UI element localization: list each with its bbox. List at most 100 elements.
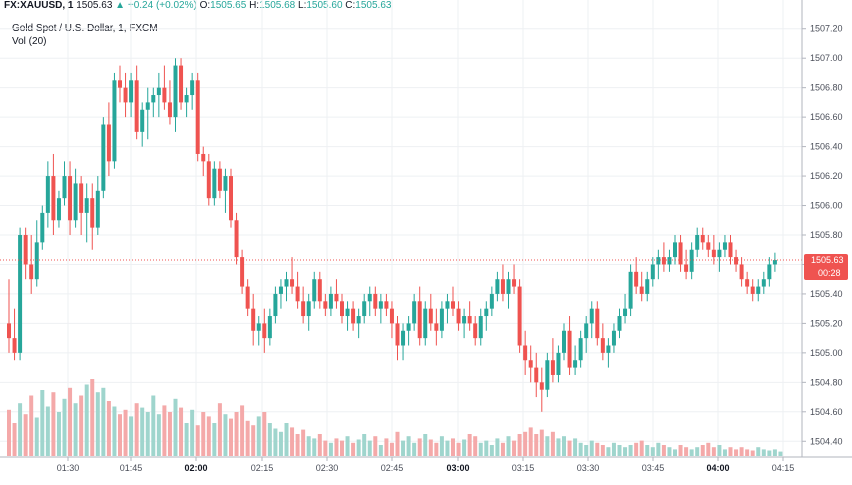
volume-bar [389, 442, 394, 456]
candle-body [512, 279, 517, 287]
volume-bar [412, 442, 417, 456]
candle-body [401, 330, 406, 346]
candle-body [451, 301, 455, 309]
volume-legend[interactable]: Vol (20) [12, 36, 47, 47]
time-tick-label: 01:45 [120, 463, 143, 473]
price-tick-label: 1507.20 [810, 24, 843, 34]
candle-body [584, 323, 589, 339]
volume-bar [51, 392, 56, 456]
volume-bar [684, 447, 689, 456]
low-label: L: [298, 0, 307, 11]
candle-body [589, 308, 594, 324]
candle-body [406, 323, 411, 331]
volume-bar [262, 412, 267, 456]
high-label: H: [249, 0, 260, 11]
volume-bar [123, 409, 128, 456]
candle-body [101, 124, 106, 191]
current-price-tag: 1505.63 00:28 [804, 254, 848, 281]
candle-body [151, 95, 156, 103]
volume-bar [395, 431, 400, 456]
candle-body [312, 279, 317, 302]
volume-bar [428, 439, 433, 456]
candle-body [306, 301, 311, 317]
volume-bar [451, 438, 455, 456]
candle-body [106, 124, 111, 162]
volume-bar [639, 440, 644, 456]
candle-body [456, 308, 461, 324]
volume-bar [517, 434, 522, 456]
candle-body [267, 316, 272, 339]
candle-body [739, 264, 744, 280]
candle-body [661, 257, 666, 265]
volume-bar [634, 442, 639, 456]
price-tick-label: 1504.60 [810, 407, 843, 417]
candle-body [156, 87, 161, 96]
price-change: +0.24 (+0.02%) [127, 0, 197, 11]
volume-bar [90, 379, 95, 456]
candle-body [90, 198, 95, 228]
volume-bar [567, 440, 572, 456]
volume-bar [539, 429, 544, 456]
symbol-label[interactable]: FX:XAUUSD, 1 [4, 0, 74, 11]
candle-body [68, 176, 73, 221]
candle-body [645, 279, 650, 294]
time-tick-label: 01:30 [57, 463, 80, 473]
candle-body [484, 308, 489, 317]
candle-body [62, 176, 67, 199]
candle-body [273, 293, 278, 317]
volume-bar [151, 395, 156, 456]
candle-body [167, 102, 172, 118]
volume-bar [695, 447, 700, 456]
volume-bar [767, 450, 772, 456]
candle-body [611, 330, 616, 346]
candle-body [262, 323, 267, 339]
volume-bar [650, 447, 655, 456]
volume-bar [772, 449, 777, 456]
candle-body [722, 242, 727, 250]
volume-bar [167, 412, 172, 456]
time-tick-label: 02:30 [316, 463, 339, 473]
volume-bar [645, 445, 650, 456]
candle-body [334, 293, 339, 302]
time-axis[interactable]: 01:30 01:45 02:00 02:15 02:30 02:45 03:00 03:15… [57, 457, 795, 473]
candle-body [229, 176, 233, 221]
volume-bar [673, 449, 677, 456]
candle-body [223, 176, 228, 191]
volume-bar [611, 442, 616, 456]
candle-body [79, 183, 84, 213]
volume-bar [439, 436, 444, 456]
candle-body [179, 65, 184, 103]
volume-bar [23, 414, 28, 456]
candle-body [251, 308, 256, 331]
volume-bar [245, 420, 250, 456]
candle-body [684, 264, 689, 272]
candle-body [123, 87, 128, 103]
volume-bar [217, 403, 222, 456]
volume-bar [267, 423, 272, 456]
volume-bars [7, 379, 783, 456]
candle-body [528, 360, 533, 368]
price-axis[interactable]: 1504.40 1504.60 1504.80 1505.00 1505.20 1505.… [802, 24, 843, 447]
volume-bar [456, 442, 461, 456]
time-tick-label: 02:45 [381, 463, 404, 473]
volume-bar [223, 414, 228, 456]
volume-bar [129, 416, 134, 456]
time-tick-label: 02:15 [251, 463, 274, 473]
volume-bar [184, 423, 189, 456]
candle-body [695, 235, 700, 250]
volume-bar [384, 438, 389, 456]
candle-body [423, 308, 428, 339]
candle-body [467, 316, 472, 324]
volume-bar [523, 431, 528, 456]
candle-body [201, 153, 206, 162]
volume-bar [706, 442, 711, 456]
candle-body [767, 264, 772, 280]
volume-bar [229, 418, 233, 456]
price-tick-label: 1507.00 [810, 53, 843, 63]
candle-body [129, 80, 134, 103]
candle-body [734, 257, 739, 265]
candle-body [417, 301, 422, 339]
price-tag-value: 1505.63 [811, 255, 844, 265]
volume-bar [423, 434, 428, 456]
